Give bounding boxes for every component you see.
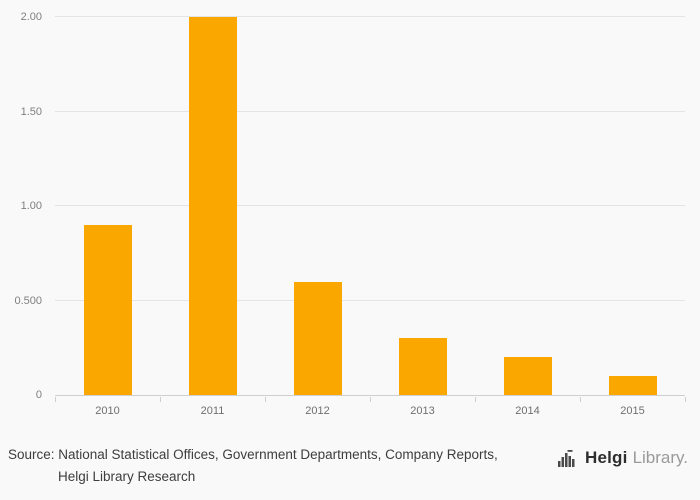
bar-chart-logo-icon [558,449,580,467]
x-axis-tick [685,397,686,402]
logo-text-library: Library. [632,448,688,467]
x-axis-tick [580,397,581,402]
y-tick-label: 1.50 [20,105,42,118]
x-axis-tick [55,397,56,402]
plot-area [55,16,685,396]
bar-2014 [503,357,552,395]
y-tick-label: 2.00 [20,11,42,23]
x-axis-tick [370,397,371,402]
bar-2013 [398,338,447,395]
bar-2012 [293,281,342,395]
y-axis-labels: 0 0.500 1.00 1.50 2.00 [0,0,50,420]
x-tick-label: 2011 [200,405,225,417]
x-tick-label: 2013 [410,405,435,417]
source-line-2: Helgi Library Research [58,469,196,484]
bar-2011 [188,17,237,395]
x-tick-label: 2015 [620,405,645,417]
x-tick-label: 2014 [515,405,540,417]
gridline [55,299,685,301]
bar-2015 [608,376,657,395]
gridline [55,110,685,112]
logo-text-helgi: Helgi [585,448,628,467]
y-tick-label: 0.500 [14,294,42,307]
gridline [55,16,685,17]
bar-2010 [83,224,132,395]
y-tick-label: 1.00 [20,200,42,212]
source-text: Source: National Statistical Offices, Go… [8,444,498,488]
y-tick-label: 0 [35,389,42,401]
x-axis-tick [265,397,266,402]
helgi-library-logo: Helgi Library. [558,448,688,468]
x-tick-label: 2012 [305,405,330,417]
source-line-1: Source: National Statistical Offices, Go… [8,447,498,462]
x-axis-tick [475,397,476,402]
x-axis-tick [160,397,161,402]
gridline [55,205,685,206]
x-tick-label: 2010 [95,405,120,417]
x-axis-labels: 2010 2011 2012 2013 2014 2015 [55,397,686,421]
footer: Source: National Statistical Offices, Go… [0,440,700,500]
